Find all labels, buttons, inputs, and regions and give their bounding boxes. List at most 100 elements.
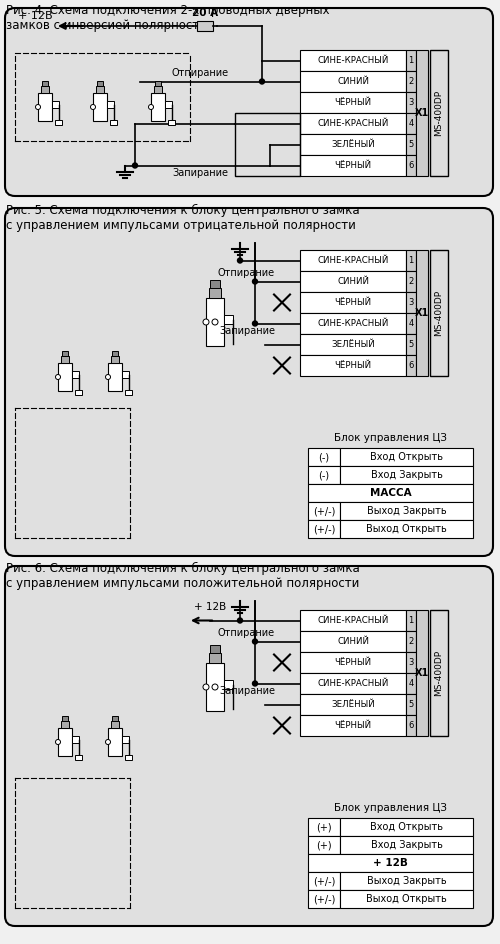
- Bar: [300, 631, 406, 652]
- Circle shape: [203, 319, 209, 325]
- Text: Блок управления ЦЗ: Блок управления ЦЗ: [334, 433, 447, 443]
- Bar: [406, 113, 416, 134]
- Text: Отпирание: Отпирание: [172, 69, 228, 78]
- Bar: [340, 466, 473, 484]
- Text: СИНЕ-КРАСНЫЙ: СИНЕ-КРАСНЫЙ: [318, 56, 388, 65]
- Bar: [300, 355, 406, 376]
- Bar: [151, 93, 165, 121]
- Text: ЗЕЛЁНЫЙ: ЗЕЛЁНЫЙ: [331, 140, 375, 149]
- Bar: [125, 390, 132, 395]
- Bar: [224, 315, 233, 324]
- Bar: [406, 313, 416, 334]
- Bar: [406, 610, 416, 631]
- Text: Рис. 6. Схема подключения к блоку центрального замка
с управлением импульсами по: Рис. 6. Схема подключения к блоку центра…: [6, 562, 360, 590]
- Bar: [406, 50, 416, 71]
- Bar: [235, 113, 300, 176]
- Bar: [300, 334, 406, 355]
- Text: Выход Закрыть: Выход Закрыть: [366, 506, 446, 516]
- Bar: [430, 250, 448, 376]
- Bar: [210, 280, 220, 288]
- Bar: [300, 694, 406, 715]
- Text: 6: 6: [408, 161, 414, 170]
- Text: Отпирание: Отпирание: [218, 268, 275, 278]
- Bar: [110, 120, 117, 125]
- Text: СИНЕ-КРАСНЫЙ: СИНЕ-КРАСНЫЙ: [318, 679, 388, 688]
- Circle shape: [56, 375, 60, 379]
- Circle shape: [36, 105, 41, 110]
- Text: 2: 2: [408, 637, 414, 646]
- Bar: [58, 363, 72, 391]
- Text: (+): (+): [316, 822, 332, 832]
- Bar: [122, 371, 129, 378]
- Bar: [72, 371, 79, 378]
- Bar: [300, 271, 406, 292]
- Text: Отпирание: Отпирание: [218, 629, 275, 638]
- Bar: [38, 93, 52, 121]
- Text: (+/-): (+/-): [313, 524, 335, 534]
- Text: 5: 5: [408, 140, 414, 149]
- Text: + 12В: + 12В: [373, 858, 408, 868]
- Bar: [340, 502, 473, 520]
- Bar: [206, 298, 224, 346]
- Text: 4: 4: [408, 679, 414, 688]
- Bar: [224, 680, 233, 689]
- Text: (+): (+): [316, 840, 332, 850]
- Circle shape: [132, 163, 138, 168]
- Bar: [96, 86, 104, 93]
- Text: 5: 5: [408, 340, 414, 349]
- Bar: [308, 484, 473, 502]
- Bar: [406, 71, 416, 92]
- Text: 3: 3: [408, 658, 414, 667]
- Text: ЧЁРНЫЙ: ЧЁРНЫЙ: [334, 98, 372, 107]
- Bar: [406, 673, 416, 694]
- Text: 4: 4: [408, 319, 414, 328]
- Text: СИНЕ-КРАСНЫЙ: СИНЕ-КРАСНЫЙ: [318, 119, 388, 128]
- FancyBboxPatch shape: [5, 8, 493, 196]
- Bar: [210, 645, 220, 653]
- Text: СИНИЙ: СИНИЙ: [337, 277, 369, 286]
- Bar: [406, 134, 416, 155]
- Text: (+/-): (+/-): [313, 506, 335, 516]
- Text: Вход Закрыть: Вход Закрыть: [370, 840, 442, 850]
- Text: Вход Открыть: Вход Открыть: [370, 822, 443, 832]
- Text: Запирание: Запирание: [219, 327, 275, 336]
- Bar: [300, 610, 406, 631]
- Bar: [209, 288, 221, 298]
- Bar: [55, 120, 62, 125]
- Circle shape: [252, 639, 258, 644]
- Bar: [308, 872, 340, 890]
- Circle shape: [203, 684, 209, 690]
- Text: 1: 1: [408, 616, 414, 625]
- Bar: [93, 93, 107, 121]
- Bar: [41, 86, 49, 93]
- Bar: [300, 71, 406, 92]
- Bar: [340, 836, 473, 854]
- Bar: [112, 351, 118, 356]
- Bar: [406, 652, 416, 673]
- Circle shape: [148, 105, 154, 110]
- Bar: [168, 120, 175, 125]
- Bar: [308, 854, 473, 872]
- Bar: [58, 728, 72, 756]
- Bar: [430, 610, 448, 736]
- Text: MS-400DP: MS-400DP: [434, 649, 444, 696]
- Bar: [300, 92, 406, 113]
- Bar: [75, 755, 82, 760]
- Text: 2: 2: [408, 77, 414, 86]
- Text: СИНЕ-КРАСНЫЙ: СИНЕ-КРАСНЫЙ: [318, 319, 388, 328]
- Text: МАССА: МАССА: [370, 488, 412, 498]
- Text: + 12В: + 12В: [18, 11, 52, 21]
- Bar: [406, 92, 416, 113]
- Circle shape: [252, 681, 258, 686]
- Text: СИНИЙ: СИНИЙ: [337, 637, 369, 646]
- Bar: [416, 50, 428, 176]
- Circle shape: [56, 739, 60, 745]
- Text: 6: 6: [408, 361, 414, 370]
- Text: 1: 1: [408, 256, 414, 265]
- Text: Выход Открыть: Выход Открыть: [366, 524, 447, 534]
- Bar: [406, 250, 416, 271]
- Text: Выход Открыть: Выход Открыть: [366, 894, 447, 904]
- Circle shape: [252, 321, 258, 326]
- Text: X1: X1: [415, 308, 429, 318]
- Circle shape: [238, 258, 242, 263]
